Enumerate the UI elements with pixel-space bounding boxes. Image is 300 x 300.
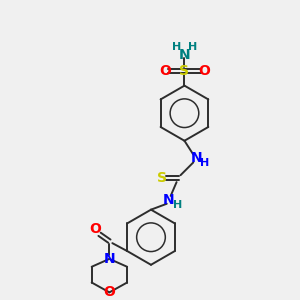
Text: N: N xyxy=(190,152,202,166)
Text: H: H xyxy=(188,42,197,52)
Text: H: H xyxy=(173,200,182,210)
Text: H: H xyxy=(200,158,210,168)
Text: N: N xyxy=(178,48,190,62)
Text: S: S xyxy=(179,64,190,78)
Text: N: N xyxy=(103,252,115,266)
Text: N: N xyxy=(163,193,175,207)
Text: O: O xyxy=(103,285,115,299)
Text: O: O xyxy=(159,64,171,78)
Text: S: S xyxy=(157,171,167,185)
Text: O: O xyxy=(90,222,102,236)
Text: O: O xyxy=(198,64,210,78)
Text: H: H xyxy=(172,42,181,52)
